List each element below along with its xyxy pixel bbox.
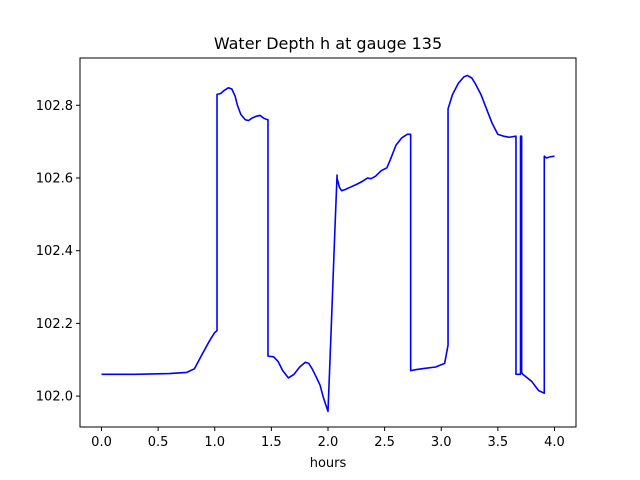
plot-area xyxy=(79,57,577,428)
x-tick-label: 1.5 xyxy=(261,435,282,450)
chart-title: Water Depth h at gauge 135 xyxy=(214,34,442,53)
x-axis: 0.0 0.5 1.0 1.5 2.0 2.5 3.0 3.5 4.0 xyxy=(91,427,565,450)
series-line-0 xyxy=(101,74,555,413)
x-tick-label: 2.5 xyxy=(374,435,395,450)
y-tick-label: 102.8 xyxy=(36,99,73,114)
x-tick-label: 0.0 xyxy=(91,435,112,450)
y-tick-label: 102.4 xyxy=(36,244,73,259)
x-tick-label: 3.5 xyxy=(488,435,509,450)
y-tick-label: 102.6 xyxy=(36,171,73,186)
x-axis-label: hours xyxy=(310,456,347,471)
y-axis: 102.0 102.2 102.4 102.6 102.8 xyxy=(36,99,80,405)
x-tick-label: 2.0 xyxy=(318,435,339,450)
y-tick-label: 102.0 xyxy=(36,390,73,405)
x-tick-label: 0.5 xyxy=(148,435,169,450)
x-tick-label: 1.0 xyxy=(204,435,225,450)
x-tick-label: 4.0 xyxy=(544,435,565,450)
series-layer xyxy=(101,74,555,413)
x-tick-label: 3.0 xyxy=(431,435,452,450)
y-tick-label: 102.2 xyxy=(36,317,73,332)
plot-frame xyxy=(79,57,577,428)
